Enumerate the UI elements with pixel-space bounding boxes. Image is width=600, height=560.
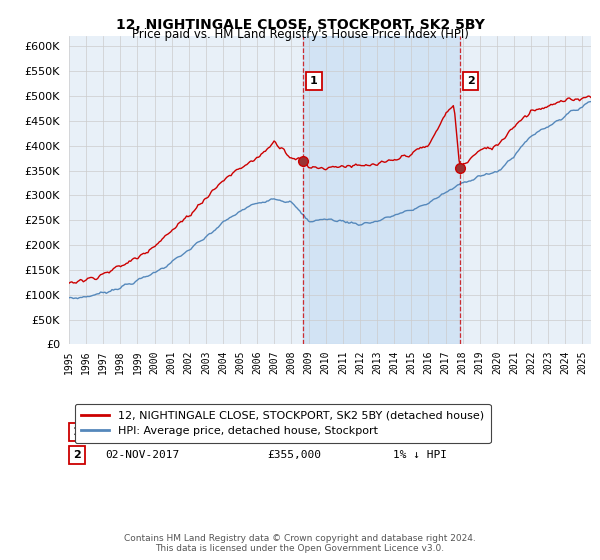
Text: 2: 2 bbox=[467, 76, 475, 86]
Text: 1% ↓ HPI: 1% ↓ HPI bbox=[392, 450, 446, 460]
Text: 1: 1 bbox=[310, 76, 318, 86]
Bar bbox=[304, 36, 460, 344]
Text: 2: 2 bbox=[73, 450, 81, 460]
Text: Price paid vs. HM Land Registry's House Price Index (HPI): Price paid vs. HM Land Registry's House … bbox=[131, 28, 469, 41]
Text: Contains HM Land Registry data © Crown copyright and database right 2024.
This d: Contains HM Land Registry data © Crown c… bbox=[124, 534, 476, 553]
Text: 12, NIGHTINGALE CLOSE, STOCKPORT, SK2 5BY: 12, NIGHTINGALE CLOSE, STOCKPORT, SK2 5B… bbox=[116, 18, 484, 32]
Text: £355,000: £355,000 bbox=[268, 450, 322, 460]
Text: 02-NOV-2017: 02-NOV-2017 bbox=[106, 450, 180, 460]
Text: 1: 1 bbox=[73, 427, 81, 437]
Text: 08-SEP-2008: 08-SEP-2008 bbox=[106, 427, 180, 437]
Text: £380,000: £380,000 bbox=[268, 427, 322, 437]
Text: 36% ↑ HPI: 36% ↑ HPI bbox=[392, 427, 454, 437]
Legend: 12, NIGHTINGALE CLOSE, STOCKPORT, SK2 5BY (detached house), HPI: Average price, : 12, NIGHTINGALE CLOSE, STOCKPORT, SK2 5B… bbox=[74, 404, 491, 443]
